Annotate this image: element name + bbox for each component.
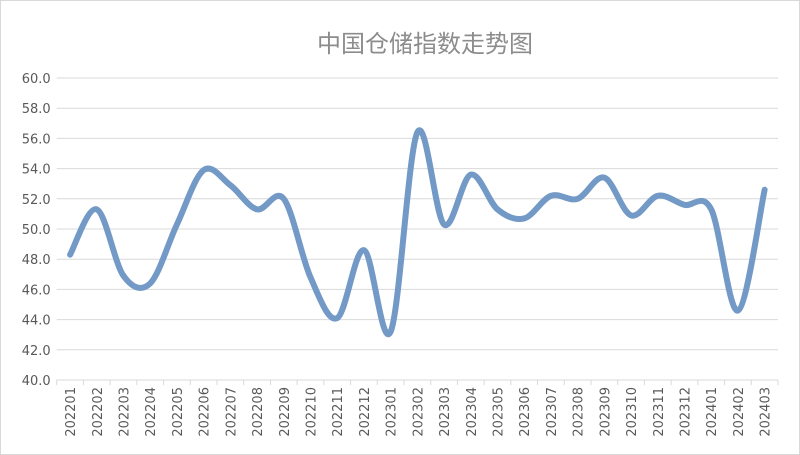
- x-tick-label: 202311: [652, 387, 667, 437]
- x-tick-label: 202203: [117, 387, 132, 437]
- x-tick-label: 202312: [678, 387, 693, 437]
- x-tick-label: 202305: [491, 387, 506, 437]
- x-tick-label: 202212: [358, 387, 373, 437]
- x-axis: 202201 202202 202203 202204 202205 202206 2022…: [56, 379, 779, 437]
- x-tick-label: 202206: [198, 387, 213, 437]
- y-tick-label: 54.0: [22, 163, 51, 178]
- x-tick-label: 202303: [438, 387, 453, 437]
- x-tick-label: 202204: [144, 387, 159, 437]
- y-tick-label: 56.0: [22, 132, 51, 147]
- y-tick-label: 50.0: [22, 223, 51, 238]
- x-tick-label: 202210: [304, 387, 319, 437]
- series-line: [67, 127, 768, 338]
- y-tick-label: 48.0: [22, 253, 51, 268]
- x-tick-label: 202301: [385, 387, 400, 437]
- x-tick-label: 202304: [465, 387, 480, 437]
- y-axis: 40.0 42.0 44.0 46.0 48.0 50.0 52.0 54.0 56.0 58.0…: [22, 72, 51, 389]
- x-tick-label: 202403: [759, 387, 774, 437]
- chart-title: 中国仓储指数走势图: [317, 30, 533, 58]
- x-tick-label: 202207: [224, 387, 239, 437]
- x-tick-label: 202307: [545, 387, 560, 437]
- x-tick-label: 202308: [572, 387, 587, 437]
- x-tick-label: 202306: [518, 387, 533, 437]
- x-tick-label: 202211: [331, 387, 346, 437]
- x-tick-label: 202402: [732, 387, 747, 437]
- x-tick-label: 202208: [251, 387, 266, 437]
- y-tick-label: 52.0: [22, 193, 51, 208]
- y-tick-label: 44.0: [22, 314, 51, 329]
- x-tick-label: 202401: [705, 387, 720, 437]
- y-tick-label: 42.0: [22, 344, 51, 359]
- x-tick-label: 202302: [411, 387, 426, 437]
- x-tick-label: 202205: [171, 387, 186, 437]
- y-tick-label: 58.0: [22, 102, 51, 117]
- gridlines: [56, 77, 778, 351]
- y-tick-label: 40.0: [22, 374, 51, 389]
- y-tick-label: 60.0: [22, 72, 51, 87]
- y-tick-label: 46.0: [22, 283, 51, 298]
- x-tick-label: 202201: [64, 387, 79, 437]
- x-tick-label: 202309: [598, 387, 613, 437]
- x-tick-label: 202310: [625, 387, 640, 437]
- x-tick-label: 202202: [91, 387, 106, 437]
- x-tick-label: 202209: [278, 387, 293, 437]
